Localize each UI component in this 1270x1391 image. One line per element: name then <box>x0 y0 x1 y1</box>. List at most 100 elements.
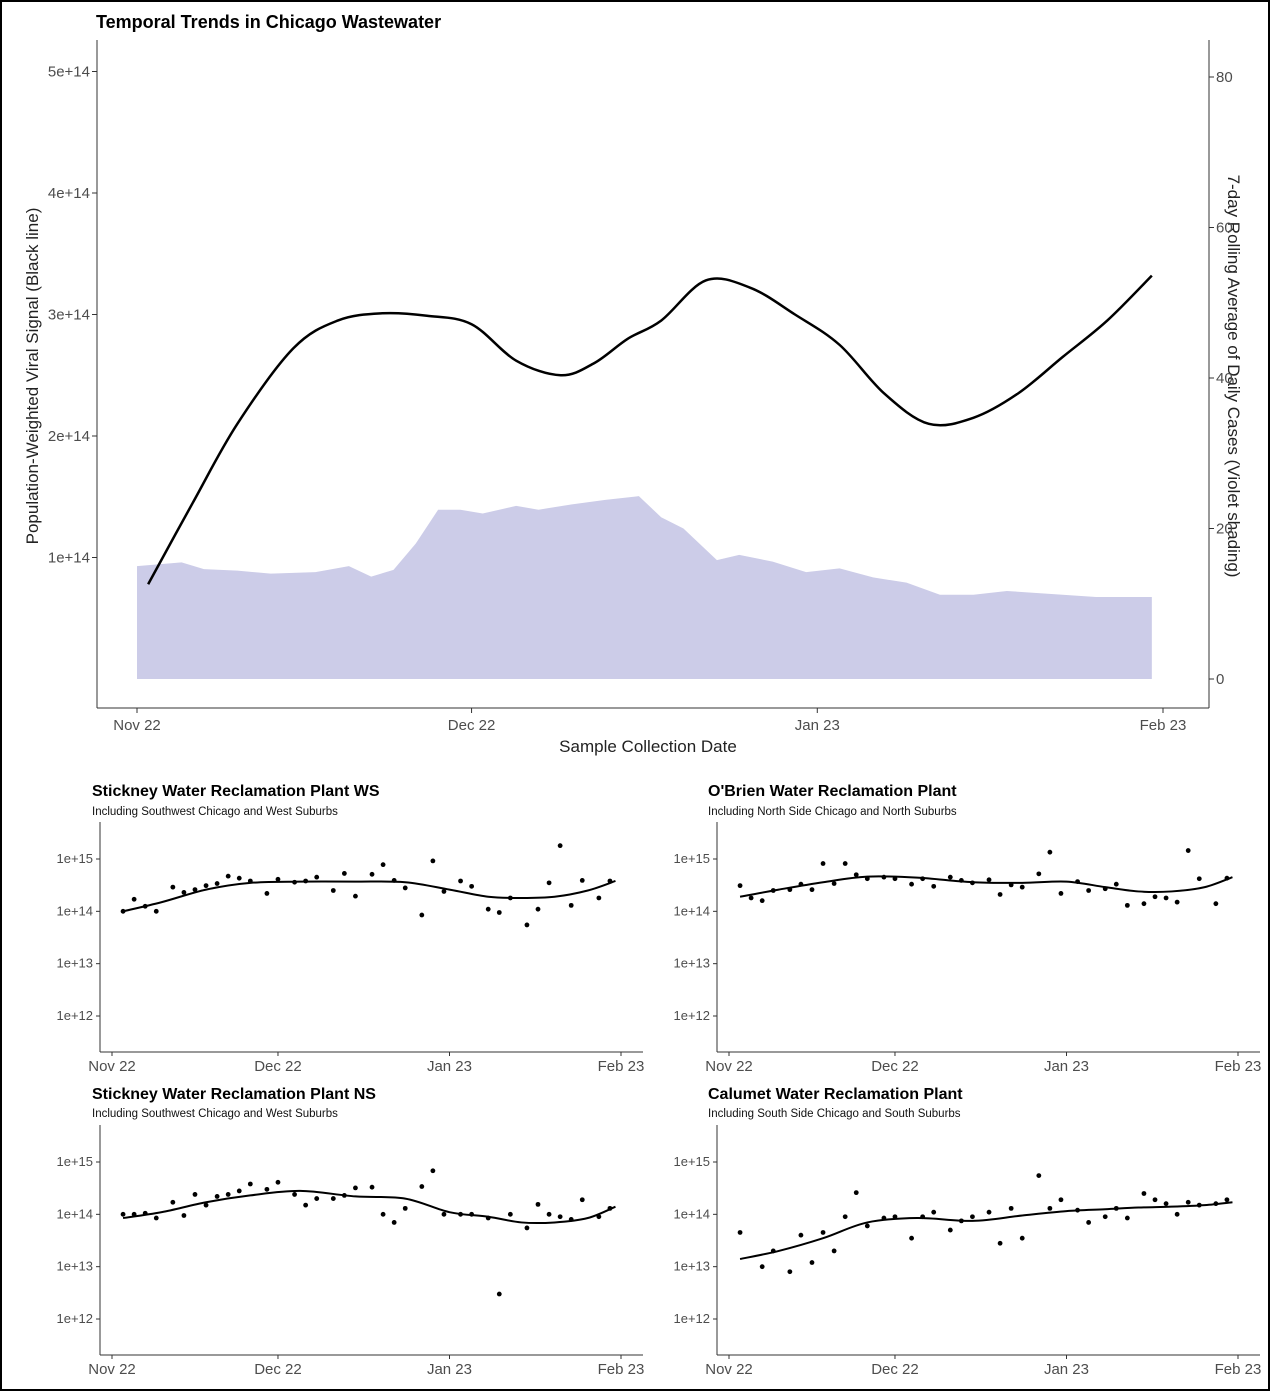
panel-2-data-point <box>842 861 848 866</box>
main-y-right-tick-label: 80 <box>1216 69 1233 86</box>
panel-4-data-point <box>1102 1214 1108 1220</box>
panel-2-data-point <box>947 874 953 880</box>
panel-3-data-point <box>369 1184 375 1190</box>
panel-1-x-tick-label: Dec 22 <box>254 1058 302 1075</box>
panel-2-data-point <box>1213 901 1219 907</box>
panel-2-data-point <box>986 877 992 883</box>
panel-2-x-tick-label: Dec 22 <box>871 1058 919 1075</box>
panel-3-data-point <box>275 1179 281 1185</box>
panel-3-data-point <box>153 1215 159 1221</box>
panel-3-data-point <box>314 1196 320 1201</box>
panel-2-data-point <box>931 883 937 889</box>
viral-signal-line <box>147 274 1153 585</box>
panel-4-data-point <box>1008 1205 1014 1211</box>
panel-2-data-point <box>920 876 926 882</box>
panel-3-data-point <box>402 1205 408 1211</box>
panel-3-y-tick-label: 1e+12 <box>56 1311 93 1326</box>
panel-2-data-point <box>1185 848 1191 853</box>
panel-4-data-point <box>947 1227 953 1233</box>
panel-4-data-point <box>1036 1173 1042 1178</box>
panel-3-data-point <box>535 1201 541 1207</box>
panel-3-data-point <box>264 1186 270 1192</box>
panel-4-data-point <box>1075 1207 1080 1213</box>
panel-1-data-point <box>469 883 475 889</box>
panel-4-data-point <box>809 1260 815 1265</box>
panel-4-data-point <box>1152 1197 1158 1203</box>
main-y-tick-label: 3e+14 <box>48 307 90 324</box>
main-y-tick-label: 4e+14 <box>48 185 90 202</box>
panel-3-x-tick-label: Nov 22 <box>88 1361 136 1378</box>
panel-4-data-point <box>1213 1201 1219 1207</box>
panel-3-data-point <box>380 1211 386 1217</box>
panel-1-data-point <box>225 873 231 879</box>
panel-3-x-tick-label: Feb 23 <box>598 1361 645 1378</box>
panel-3-data-point <box>303 1202 309 1208</box>
panel-2-x-tick-label: Jan 23 <box>1044 1058 1089 1075</box>
panel-2-x-tick-label: Feb 23 <box>1215 1058 1262 1075</box>
panel-1-data-point <box>507 895 513 901</box>
panel-3-x-tick-label: Dec 22 <box>254 1361 302 1378</box>
panel-1-data-point <box>391 878 397 883</box>
panel-4-data-point <box>798 1232 804 1238</box>
main-x-tick-label: Dec 22 <box>448 717 496 734</box>
panel-3-data-point <box>441 1211 447 1217</box>
panel-4-data-point <box>1113 1205 1119 1211</box>
panel-1-y-tick-label: 1e+12 <box>56 1008 93 1023</box>
panel-1-data-point <box>524 922 530 928</box>
panel-1-x-tick-label: Jan 23 <box>427 1058 472 1075</box>
panel-4-title: Calumet Water Reclamation Plant <box>708 1086 963 1103</box>
panel-4-data-point <box>997 1240 1003 1246</box>
panel-4-data-point <box>1019 1235 1025 1241</box>
panel-4-data-point <box>1047 1205 1053 1211</box>
panel-4-x-tick-label: Feb 23 <box>1215 1361 1262 1378</box>
panel-2-data-point <box>1174 899 1180 905</box>
panel-3-data-point <box>607 1205 613 1211</box>
panel-2-data-point <box>1196 876 1202 882</box>
panel-1-data-point <box>496 910 502 915</box>
main-y-right-tick-label: 40 <box>1216 370 1233 387</box>
panel-1-data-point <box>292 879 297 885</box>
panel-3-data-point <box>353 1185 358 1191</box>
panel-1-y-tick-label: 1e+14 <box>56 903 93 918</box>
panel-1-data-point <box>441 889 447 894</box>
panel-1-data-point <box>579 878 585 883</box>
panel-2-data-point <box>1224 875 1230 881</box>
panel-1-data-point <box>557 843 563 849</box>
panel-3-data-point <box>507 1211 513 1217</box>
panel-2-y-tick-label: 1e+12 <box>673 1008 710 1023</box>
panel-2-data-point <box>1047 849 1053 855</box>
panel-2-data-point <box>748 895 754 901</box>
panel-1-data-point <box>330 888 336 893</box>
panel-2-data-point <box>809 887 815 893</box>
panel-3-data-point <box>596 1214 602 1220</box>
panel-4-data-point <box>864 1223 870 1229</box>
panel-3-smooth-line <box>122 1189 616 1225</box>
panel-3-data-point <box>225 1192 231 1197</box>
case-area <box>137 496 1152 679</box>
panel-3-data-point <box>330 1196 336 1201</box>
panel-3-data-point <box>579 1197 585 1203</box>
panel-4-data-point <box>1224 1197 1230 1203</box>
panel-4-y-tick-label: 1e+13 <box>673 1259 710 1274</box>
panel-1-smooth-line <box>122 880 616 913</box>
panel-3-data-point <box>131 1211 137 1217</box>
panel-3-data-point <box>203 1202 209 1208</box>
panel-3-data-point <box>524 1225 530 1231</box>
panel-4-y-tick-label: 1e+14 <box>673 1206 710 1221</box>
panel-2-data-point <box>892 876 898 882</box>
panel-2-data-point <box>787 887 793 893</box>
panel-4-data-point <box>1163 1201 1169 1207</box>
main-y-right-axis-label: 7-day Rolling Average of Daily Cases (Vi… <box>1224 175 1243 578</box>
panel-4-data-point <box>1058 1197 1064 1203</box>
panel-4-data-point <box>770 1248 776 1254</box>
panel-1-data-point <box>181 890 187 895</box>
panel-2-data-point <box>820 861 826 866</box>
panel-3-data-point <box>247 1181 253 1187</box>
panel-2-data-point <box>958 878 964 883</box>
panel-4-data-point <box>831 1248 837 1254</box>
panel-1-data-point <box>314 874 320 880</box>
panel-4-data-point <box>853 1190 859 1196</box>
panel-1-data-point <box>458 878 463 884</box>
panel-1-data-point <box>369 871 375 877</box>
